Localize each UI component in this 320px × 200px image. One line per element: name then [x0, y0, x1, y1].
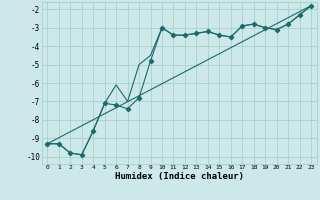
- X-axis label: Humidex (Indice chaleur): Humidex (Indice chaleur): [115, 172, 244, 181]
